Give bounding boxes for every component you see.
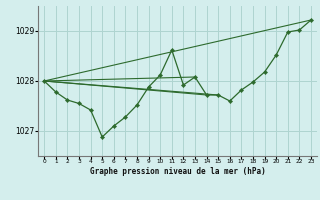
X-axis label: Graphe pression niveau de la mer (hPa): Graphe pression niveau de la mer (hPa) (90, 167, 266, 176)
